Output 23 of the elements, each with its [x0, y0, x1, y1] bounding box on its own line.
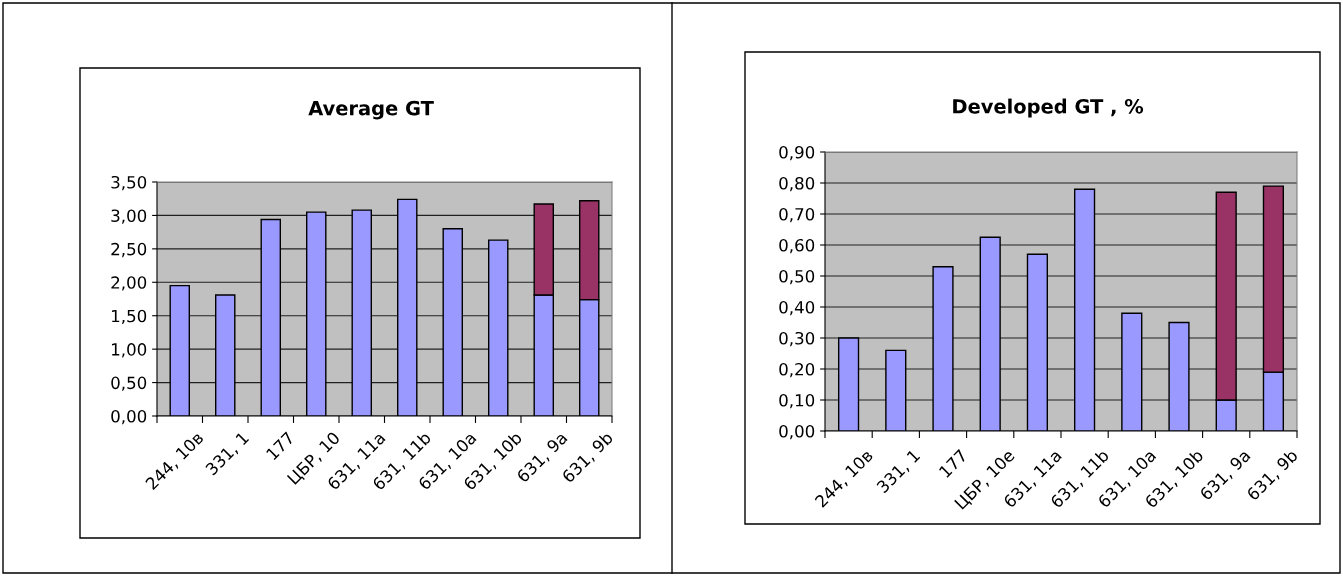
y-tick-label: 0,70 — [779, 207, 815, 223]
y-tick-label: 0,40 — [779, 300, 815, 316]
y-tick-label: 0,60 — [779, 238, 815, 254]
y-tick-label: 0,80 — [779, 176, 815, 192]
y-tick-label: 3,50 — [111, 175, 147, 191]
y-tick-label: 0,00 — [111, 409, 147, 425]
y-tick-label: 3,00 — [111, 209, 147, 224]
y-tick-label: 0,90 — [779, 145, 815, 161]
y-tick-label: 1,00 — [112, 343, 147, 358]
chart-title: Average GT — [308, 100, 434, 120]
x-tick-label: 331, 1 — [204, 431, 251, 477]
y-tick-label: 2,00 — [111, 276, 147, 291]
x-tick-label: 244, 10в — [144, 430, 206, 492]
y-tick-label: 0,20 — [779, 362, 815, 378]
chart-title: Developed GT , % — [953, 98, 1144, 118]
x-tick-label: 331, 1 — [875, 449, 922, 495]
y-tick-label: 0,00 — [779, 424, 815, 440]
y-tick-label: 1,50 — [112, 309, 147, 324]
y-tick-label: 0,30 — [779, 331, 815, 347]
y-tick-label: 0,50 — [111, 376, 147, 391]
y-tick-label: 2,50 — [111, 242, 147, 258]
y-tick-label: 0,50 — [779, 269, 815, 285]
y-tick-label: 0,10 — [779, 393, 815, 409]
